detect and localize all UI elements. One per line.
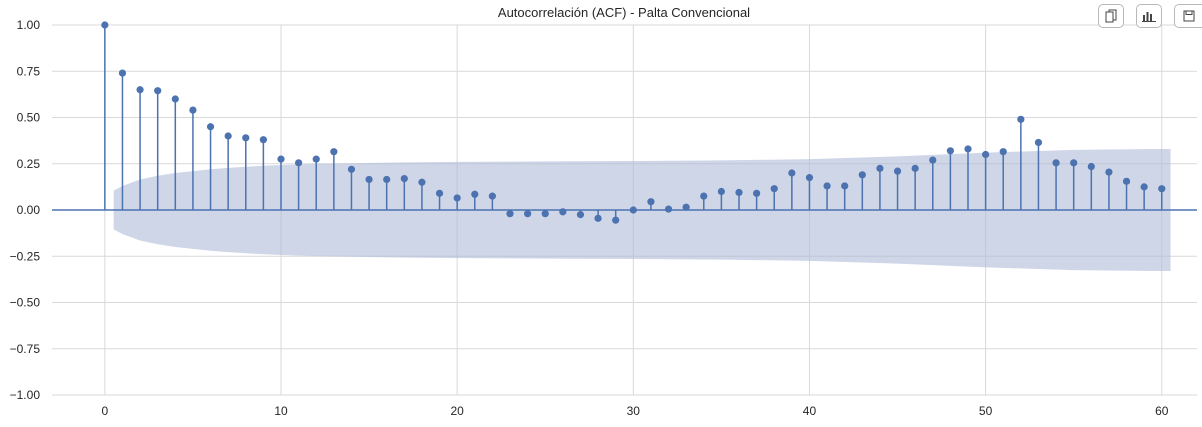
acf-marker [788, 169, 796, 177]
acf-marker [136, 86, 144, 94]
acf-marker [365, 175, 373, 184]
acf-marker [259, 136, 267, 144]
acf-marker [805, 174, 814, 182]
acf-marker [893, 167, 902, 175]
acf-marker [101, 21, 109, 29]
save-button[interactable] [1174, 4, 1202, 28]
acf-marker [541, 210, 549, 218]
x-tick-label: 40 [803, 404, 817, 418]
acf-marker [982, 150, 990, 159]
x-tick-label: 10 [274, 404, 288, 418]
acf-marker [224, 132, 232, 140]
acf-marker [277, 155, 285, 163]
y-tick-label: 0.50 [17, 111, 41, 125]
acf-marker [753, 189, 761, 197]
acf-marker [206, 123, 215, 131]
acf-marker [471, 190, 479, 198]
acf-marker [418, 178, 426, 186]
acf-marker [154, 87, 162, 95]
y-tick-label: 0.25 [17, 157, 41, 171]
acf-marker [1034, 138, 1043, 147]
x-tick-label: 20 [450, 404, 464, 418]
acf-marker [946, 147, 954, 155]
copy-icon [1105, 9, 1117, 23]
acf-marker [576, 211, 585, 219]
acf-marker [682, 203, 690, 211]
save-icon [1183, 10, 1194, 22]
acf-marker [629, 206, 637, 214]
y-tick-label: −0.75 [10, 342, 41, 356]
acf-marker [1087, 162, 1095, 171]
acf-marker [770, 185, 778, 193]
acf-marker [171, 95, 179, 103]
acf-marker [1070, 159, 1078, 167]
acf-marker [1105, 168, 1113, 176]
acf-marker [858, 171, 866, 179]
acf-marker [559, 208, 567, 216]
x-tick-label: 30 [627, 404, 641, 418]
acf-marker [999, 148, 1007, 156]
acf-marker [189, 106, 197, 114]
acf-marker [717, 187, 725, 196]
chart-title: Autocorrelación (ACF) - Palta Convencion… [498, 5, 750, 20]
y-tick-label: −0.50 [10, 296, 41, 310]
y-tick-label: 0.75 [17, 64, 41, 78]
acf-marker [453, 194, 461, 202]
acf-marker [1017, 115, 1025, 123]
acf-marker [1122, 177, 1131, 185]
acf-marker [841, 182, 849, 190]
acf-marker [594, 214, 602, 222]
acf-marker [383, 175, 391, 184]
acf-marker [524, 210, 532, 218]
x-tick-label: 60 [1155, 404, 1169, 418]
acf-marker [1158, 185, 1166, 193]
acf-marker [1140, 183, 1148, 191]
acf-marker [330, 148, 338, 156]
y-tick-label: −1.00 [10, 388, 41, 402]
bar-chart-icon [1142, 12, 1156, 22]
y-tick-label: −0.25 [10, 249, 41, 263]
acf-marker [964, 145, 972, 153]
acf-marker [929, 156, 937, 164]
acf-marker [488, 192, 496, 200]
acf-marker [647, 198, 655, 206]
acf-marker [506, 210, 514, 218]
acf-marker [911, 164, 919, 172]
x-tick-label: 50 [979, 404, 993, 418]
chart-button[interactable] [1136, 4, 1162, 28]
acf-marker [612, 216, 620, 224]
acf-marker [700, 192, 708, 200]
acf-marker [400, 174, 408, 183]
x-tick-label: 0 [102, 404, 109, 418]
acf-marker [435, 189, 444, 197]
copy-button[interactable] [1098, 4, 1124, 28]
acf-marker [295, 159, 303, 167]
acf-marker [664, 205, 673, 213]
acf-marker [242, 134, 250, 142]
y-tick-label: 1.00 [17, 18, 41, 32]
acf-marker [735, 188, 743, 197]
acf-marker [312, 155, 320, 163]
acf-marker [118, 69, 127, 77]
acf-marker [347, 165, 356, 173]
acf-marker [823, 182, 831, 190]
acf-marker [1052, 159, 1060, 167]
acf-marker [876, 164, 884, 172]
y-tick-label: 0.00 [17, 203, 41, 217]
